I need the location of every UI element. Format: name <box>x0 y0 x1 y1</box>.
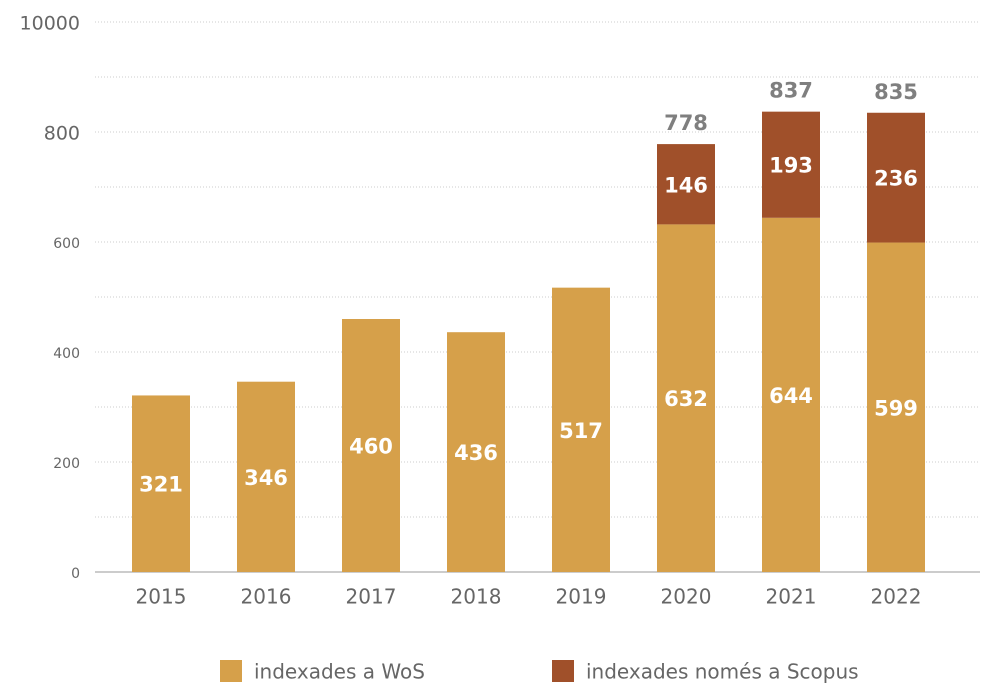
total-label: 778 <box>664 111 708 135</box>
legend-label: indexades només a Scopus <box>586 660 859 684</box>
legend-label: indexades a WoS <box>254 660 425 684</box>
bar-segment <box>447 332 505 572</box>
x-tick-label: 2016 <box>241 585 292 609</box>
y-tick-label: 600 <box>53 236 80 252</box>
data-label: 599 <box>874 396 918 420</box>
total-label: 837 <box>769 79 813 103</box>
bar-segment <box>237 381 295 572</box>
data-label: 632 <box>664 387 708 411</box>
x-tick-label: 2015 <box>136 585 187 609</box>
data-label: 146 <box>664 173 708 197</box>
y-tick-label: 800 <box>44 123 80 145</box>
data-label: 644 <box>769 384 813 408</box>
y-tick-label: 200 <box>53 456 80 472</box>
bar-segment <box>867 242 925 573</box>
y-tick-label: 400 <box>53 346 80 362</box>
legend-swatch <box>552 660 574 682</box>
data-label: 321 <box>139 473 183 497</box>
bar-segment <box>342 319 400 572</box>
x-tick-label: 2021 <box>766 585 817 609</box>
bar-segment <box>552 287 610 572</box>
x-tick-label: 2017 <box>346 585 397 609</box>
bar-segment <box>132 395 190 572</box>
data-label: 346 <box>244 466 288 490</box>
bar-segment <box>657 224 715 572</box>
legend-swatch <box>220 660 242 682</box>
data-label: 436 <box>454 441 498 465</box>
bar-segment <box>762 111 820 218</box>
bar-segment <box>762 217 820 573</box>
bar-segment <box>657 144 715 225</box>
data-label: 460 <box>349 435 393 459</box>
y-tick-label: 0 <box>71 566 80 582</box>
data-label: 517 <box>559 419 603 443</box>
x-tick-label: 2019 <box>556 585 607 609</box>
total-label: 835 <box>874 80 918 104</box>
data-label: 236 <box>874 167 918 191</box>
data-label: 193 <box>769 154 813 178</box>
bar-segment <box>867 112 925 243</box>
y-tick-label: 10000 <box>20 13 80 35</box>
x-tick-label: 2020 <box>661 585 712 609</box>
x-tick-label: 2018 <box>451 585 502 609</box>
x-tick-label: 2022 <box>871 585 922 609</box>
